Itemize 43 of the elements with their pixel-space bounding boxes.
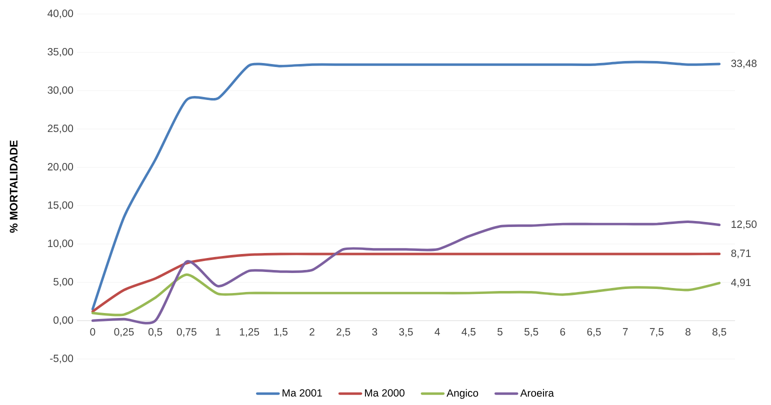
y-tick-label: -5,00 xyxy=(50,354,74,364)
x-tick-label: 5,5 xyxy=(524,328,538,337)
legend-label: Ma 2000 xyxy=(365,389,404,397)
x-tick-label: 0,25 xyxy=(114,328,134,337)
legend-label: Aroeira xyxy=(520,389,554,397)
data-label: 12,50 xyxy=(732,220,757,230)
y-tick-label: 10,00 xyxy=(48,240,74,248)
legend-label: Angico xyxy=(446,389,478,399)
line-series xyxy=(91,273,721,316)
y-tick-label: 0,00 xyxy=(54,316,74,325)
data-label: 8,71 xyxy=(731,250,751,258)
y-tick-label: 40,00 xyxy=(48,10,74,18)
x-tick-label: 4,5 xyxy=(462,328,476,337)
x-tick-label: 3 xyxy=(372,328,378,336)
y-tick-label: 20,00 xyxy=(48,163,74,172)
y-tick-label: 5,00 xyxy=(54,278,74,287)
data-label: 4,91 xyxy=(731,278,751,288)
x-tick-label: 8 xyxy=(686,328,690,336)
x-tick-label: 8,5 xyxy=(712,328,726,337)
legend-label: Ma 2001 xyxy=(282,389,322,397)
x-tick-label: 7,5 xyxy=(650,328,664,337)
x-tick-label: 3,5 xyxy=(399,328,413,337)
x-tick-label: 2,5 xyxy=(336,328,350,337)
x-tick-label: 1,5 xyxy=(274,328,288,337)
x-tick-label: 6,5 xyxy=(587,328,601,337)
x-tick-label: 0 xyxy=(90,328,96,336)
y-tick-label: 15,00 xyxy=(48,201,74,210)
y-tick-label: 30,00 xyxy=(48,86,74,95)
x-tick-label: 5 xyxy=(498,328,502,336)
line-series xyxy=(91,252,721,313)
x-tick-label: 7 xyxy=(622,328,628,336)
line-series xyxy=(91,60,721,310)
x-tick-label: 1 xyxy=(216,328,220,336)
x-tick-label: 0,75 xyxy=(176,328,196,337)
y-axis-title: % MORTALIDADE xyxy=(10,140,18,233)
x-tick-label: 0,5 xyxy=(148,328,162,337)
y-tick-label: 25,00 xyxy=(48,124,74,134)
x-tick-label: 1,25 xyxy=(240,328,260,337)
data-label: 33,48 xyxy=(731,60,757,68)
x-tick-label: 2 xyxy=(310,328,314,336)
y-tick-label: 35,00 xyxy=(48,48,74,57)
x-tick-label: 6 xyxy=(560,328,566,336)
x-tick-label: 4 xyxy=(434,328,440,336)
